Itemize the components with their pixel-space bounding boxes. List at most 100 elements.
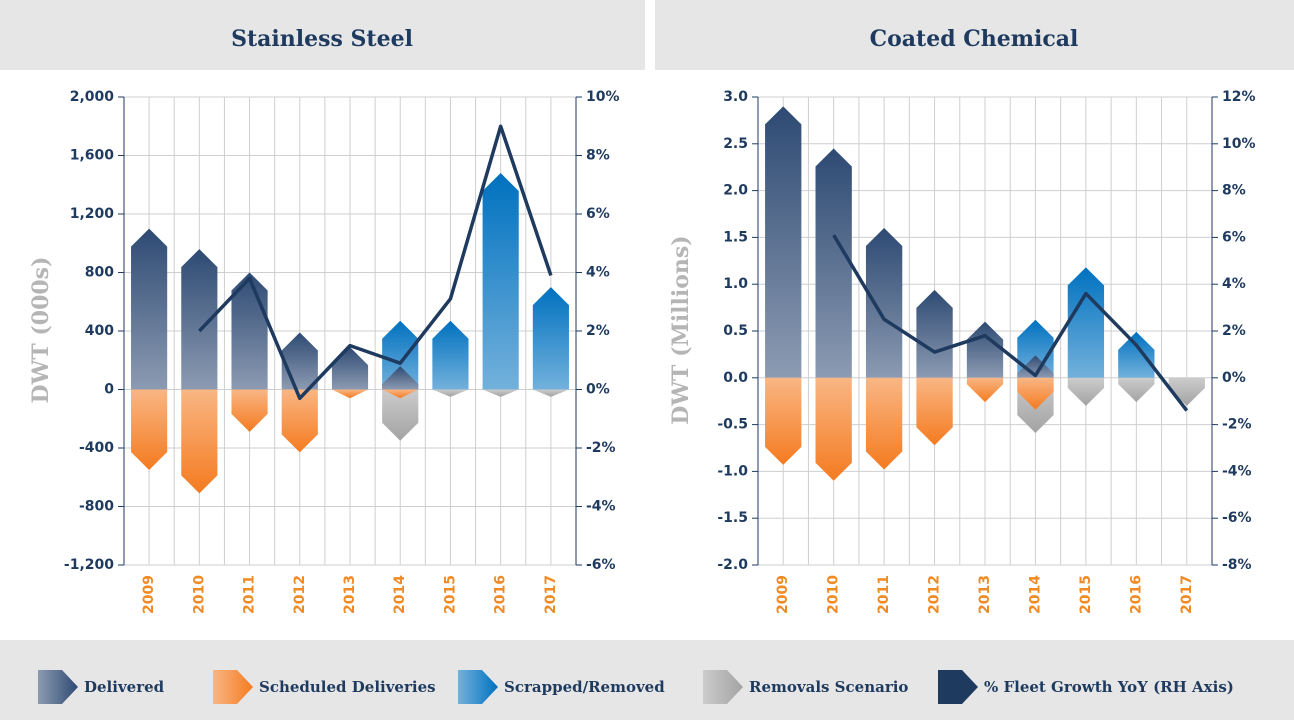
bar xyxy=(865,377,903,470)
y2-tick-label: -2% xyxy=(586,440,616,456)
y2-tick-label: 10% xyxy=(1222,136,1256,152)
line-series xyxy=(832,234,1189,412)
bar xyxy=(382,366,419,390)
y2-tick-label: -6% xyxy=(1222,510,1252,526)
y2-tick-label: 8% xyxy=(586,148,610,164)
y2-tick-label: 6% xyxy=(1222,229,1246,245)
y2-tick-label: -2% xyxy=(1222,417,1252,433)
y2-tick-label: -4% xyxy=(1222,463,1252,479)
y-tick-label: 400 xyxy=(85,323,114,339)
bar xyxy=(382,389,419,399)
y2-tick-label: 4% xyxy=(1222,276,1246,292)
x-tick-label: 2009 xyxy=(141,575,157,614)
y-tick-label: -1,200 xyxy=(64,557,114,573)
y-tick-label: 3.0 xyxy=(723,89,748,105)
bar xyxy=(432,389,469,397)
bar xyxy=(966,321,1004,378)
y2-tick-label: 0% xyxy=(586,382,610,398)
y-tick-label: -400 xyxy=(79,440,114,456)
x-tick-label: 2015 xyxy=(442,575,458,614)
bar xyxy=(482,173,519,390)
bar xyxy=(482,389,519,397)
legend-label: Scrapped/Removed xyxy=(504,678,665,696)
bar xyxy=(815,148,852,378)
legend-label: Scheduled Deliveries xyxy=(259,678,436,696)
x-tick-label: 2014 xyxy=(1027,575,1043,614)
x-tick-label: 2009 xyxy=(775,575,791,614)
y2-tick-label: 12% xyxy=(1222,89,1256,105)
bar xyxy=(331,389,369,399)
legend-swatch xyxy=(213,670,253,704)
legend-swatch xyxy=(458,670,498,704)
header-bar xyxy=(0,0,645,70)
legend-swatch xyxy=(938,670,978,704)
bar xyxy=(966,377,1004,403)
y-tick-label: -800 xyxy=(79,499,114,515)
bar xyxy=(382,389,419,441)
y-tick-label: -1.5 xyxy=(717,510,748,526)
x-tick-label: 2014 xyxy=(392,575,408,614)
bar xyxy=(181,389,218,494)
bar xyxy=(1067,267,1105,378)
y2-tick-label: 10% xyxy=(586,89,620,105)
legend-swatch xyxy=(38,670,78,704)
y2-tick-label: 0% xyxy=(1222,370,1246,386)
bar xyxy=(231,389,268,432)
x-tick-label: 2010 xyxy=(191,575,207,614)
y2-tick-label: 4% xyxy=(586,265,610,281)
bar xyxy=(1017,377,1054,410)
y-tick-label: 0.5 xyxy=(723,323,748,339)
header-bar xyxy=(655,0,1294,70)
y2-tick-label: 2% xyxy=(586,323,610,339)
x-tick-label: 2016 xyxy=(1128,575,1144,614)
x-tick-label: 2016 xyxy=(493,575,509,614)
y-tick-label: 2.5 xyxy=(723,136,748,152)
x-tick-label: 2015 xyxy=(1078,575,1094,614)
chart-title: Coated Chemical xyxy=(870,26,1079,52)
bar xyxy=(1067,377,1105,406)
y2-tick-label: 8% xyxy=(1222,183,1246,199)
bar xyxy=(131,228,168,390)
y-tick-label: 0 xyxy=(104,382,114,398)
chart-title: Stainless Steel xyxy=(231,26,413,52)
bar xyxy=(532,389,569,397)
bar xyxy=(815,377,852,481)
y-tick-label: 1,200 xyxy=(70,206,115,222)
bar xyxy=(765,106,802,378)
bar xyxy=(916,289,953,378)
y-tick-label: 800 xyxy=(85,265,114,281)
x-tick-label: 2013 xyxy=(342,575,358,614)
x-tick-label: 2011 xyxy=(876,575,892,614)
y-tick-label: -1.0 xyxy=(717,463,748,479)
bar xyxy=(382,320,419,390)
bar xyxy=(1118,377,1155,403)
legend-label: Delivered xyxy=(84,678,165,696)
bar xyxy=(1168,377,1205,406)
y-tick-label: 1.5 xyxy=(723,229,748,245)
y2-tick-label: 6% xyxy=(586,206,610,222)
bar xyxy=(281,332,318,390)
y-tick-label: 2,000 xyxy=(70,89,115,105)
y2-tick-label: -8% xyxy=(1222,557,1252,573)
bar xyxy=(532,287,569,390)
bar xyxy=(432,320,469,390)
y2-tick-label: 2% xyxy=(1222,323,1246,339)
y-tick-label: -2.0 xyxy=(717,557,748,573)
x-tick-label: 2012 xyxy=(292,575,308,614)
x-tick-label: 2017 xyxy=(1179,575,1195,614)
y-tick-label: 0.0 xyxy=(723,370,748,386)
y2-tick-label: -4% xyxy=(586,499,616,515)
bar xyxy=(865,228,903,378)
legend-swatch xyxy=(703,670,743,704)
bar xyxy=(916,377,953,446)
legend-label: % Fleet Growth YoY (RH Axis) xyxy=(984,678,1234,696)
bar xyxy=(331,347,369,390)
y-tick-label: -0.5 xyxy=(717,417,748,433)
y-axis-label: DWT (Millions) xyxy=(668,235,694,424)
x-tick-label: 2010 xyxy=(826,575,842,614)
y-axis-label: DWT (000s) xyxy=(28,257,54,404)
y-tick-label: 1.0 xyxy=(723,276,748,292)
bar xyxy=(281,389,318,453)
line-series xyxy=(198,124,553,401)
